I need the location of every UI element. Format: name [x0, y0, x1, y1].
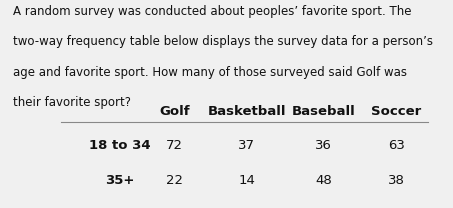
- Text: 37: 37: [238, 139, 255, 152]
- Text: 35+: 35+: [106, 175, 135, 187]
- Text: 38: 38: [388, 175, 405, 187]
- Text: 63: 63: [388, 139, 405, 152]
- Text: A random survey was conducted about peoples’ favorite sport. The: A random survey was conducted about peop…: [13, 5, 411, 18]
- Text: Soccer: Soccer: [371, 105, 421, 118]
- Text: 22: 22: [166, 175, 183, 187]
- Text: Baseball: Baseball: [292, 105, 356, 118]
- Text: age and favorite sport. How many of those surveyed said Golf was: age and favorite sport. How many of thos…: [13, 66, 407, 79]
- Text: their favorite sport?: their favorite sport?: [13, 96, 130, 109]
- Text: Basketball: Basketball: [207, 105, 286, 118]
- Text: 72: 72: [166, 139, 183, 152]
- Text: 36: 36: [315, 139, 333, 152]
- Text: Golf: Golf: [159, 105, 190, 118]
- Text: 18 to 34: 18 to 34: [89, 139, 151, 152]
- Text: two-way frequency table below displays the survey data for a person’s: two-way frequency table below displays t…: [13, 35, 433, 48]
- Text: 48: 48: [316, 175, 332, 187]
- Text: 14: 14: [238, 175, 255, 187]
